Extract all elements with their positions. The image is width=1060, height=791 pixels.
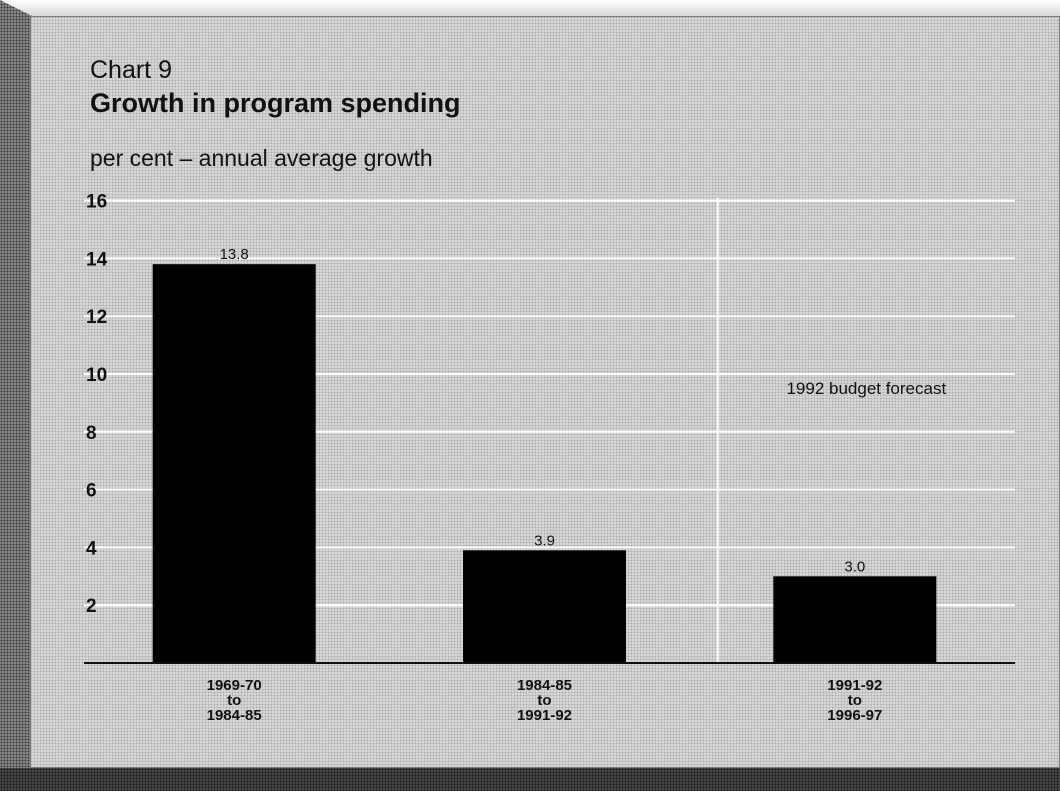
y-axis-label: per cent – annual average growth <box>90 145 433 171</box>
bar <box>152 264 316 663</box>
bar <box>773 576 937 663</box>
x-tick-label: 1969-70 <box>207 677 262 694</box>
y-tick-label: 12 <box>86 307 107 328</box>
y-tick-label: 14 <box>86 249 108 270</box>
data-label: 3.9 <box>534 532 555 549</box>
y-tick-label: 4 <box>86 538 97 559</box>
y-tick-label: 16 <box>86 192 107 213</box>
forecast-annotation: 1992 budget forecast <box>786 379 946 398</box>
x-tick-label: 1991-92 <box>827 677 882 694</box>
frame-bevel <box>0 0 1060 16</box>
frame-bottom-edge <box>0 768 1060 791</box>
y-tick-label: 8 <box>86 423 97 444</box>
chart-title: Growth in program spending <box>90 88 461 118</box>
x-tick-label: to <box>227 692 241 709</box>
data-label: 13.8 <box>220 246 249 263</box>
y-tick-label: 6 <box>86 481 97 502</box>
x-tick-label: to <box>537 692 551 709</box>
data-label: 3.0 <box>844 558 865 575</box>
x-tick-label: 1991-92 <box>517 707 572 724</box>
x-tick-label: 1984-85 <box>517 677 572 694</box>
x-tick-label: to <box>848 692 862 709</box>
x-tick-label: 1984-85 <box>207 707 262 724</box>
y-tick-label: 2 <box>86 596 97 617</box>
bar <box>463 550 626 663</box>
y-tick-label: 10 <box>86 365 107 386</box>
x-tick-label: 1996-97 <box>827 707 882 724</box>
chart-number: Chart 9 <box>90 56 172 84</box>
